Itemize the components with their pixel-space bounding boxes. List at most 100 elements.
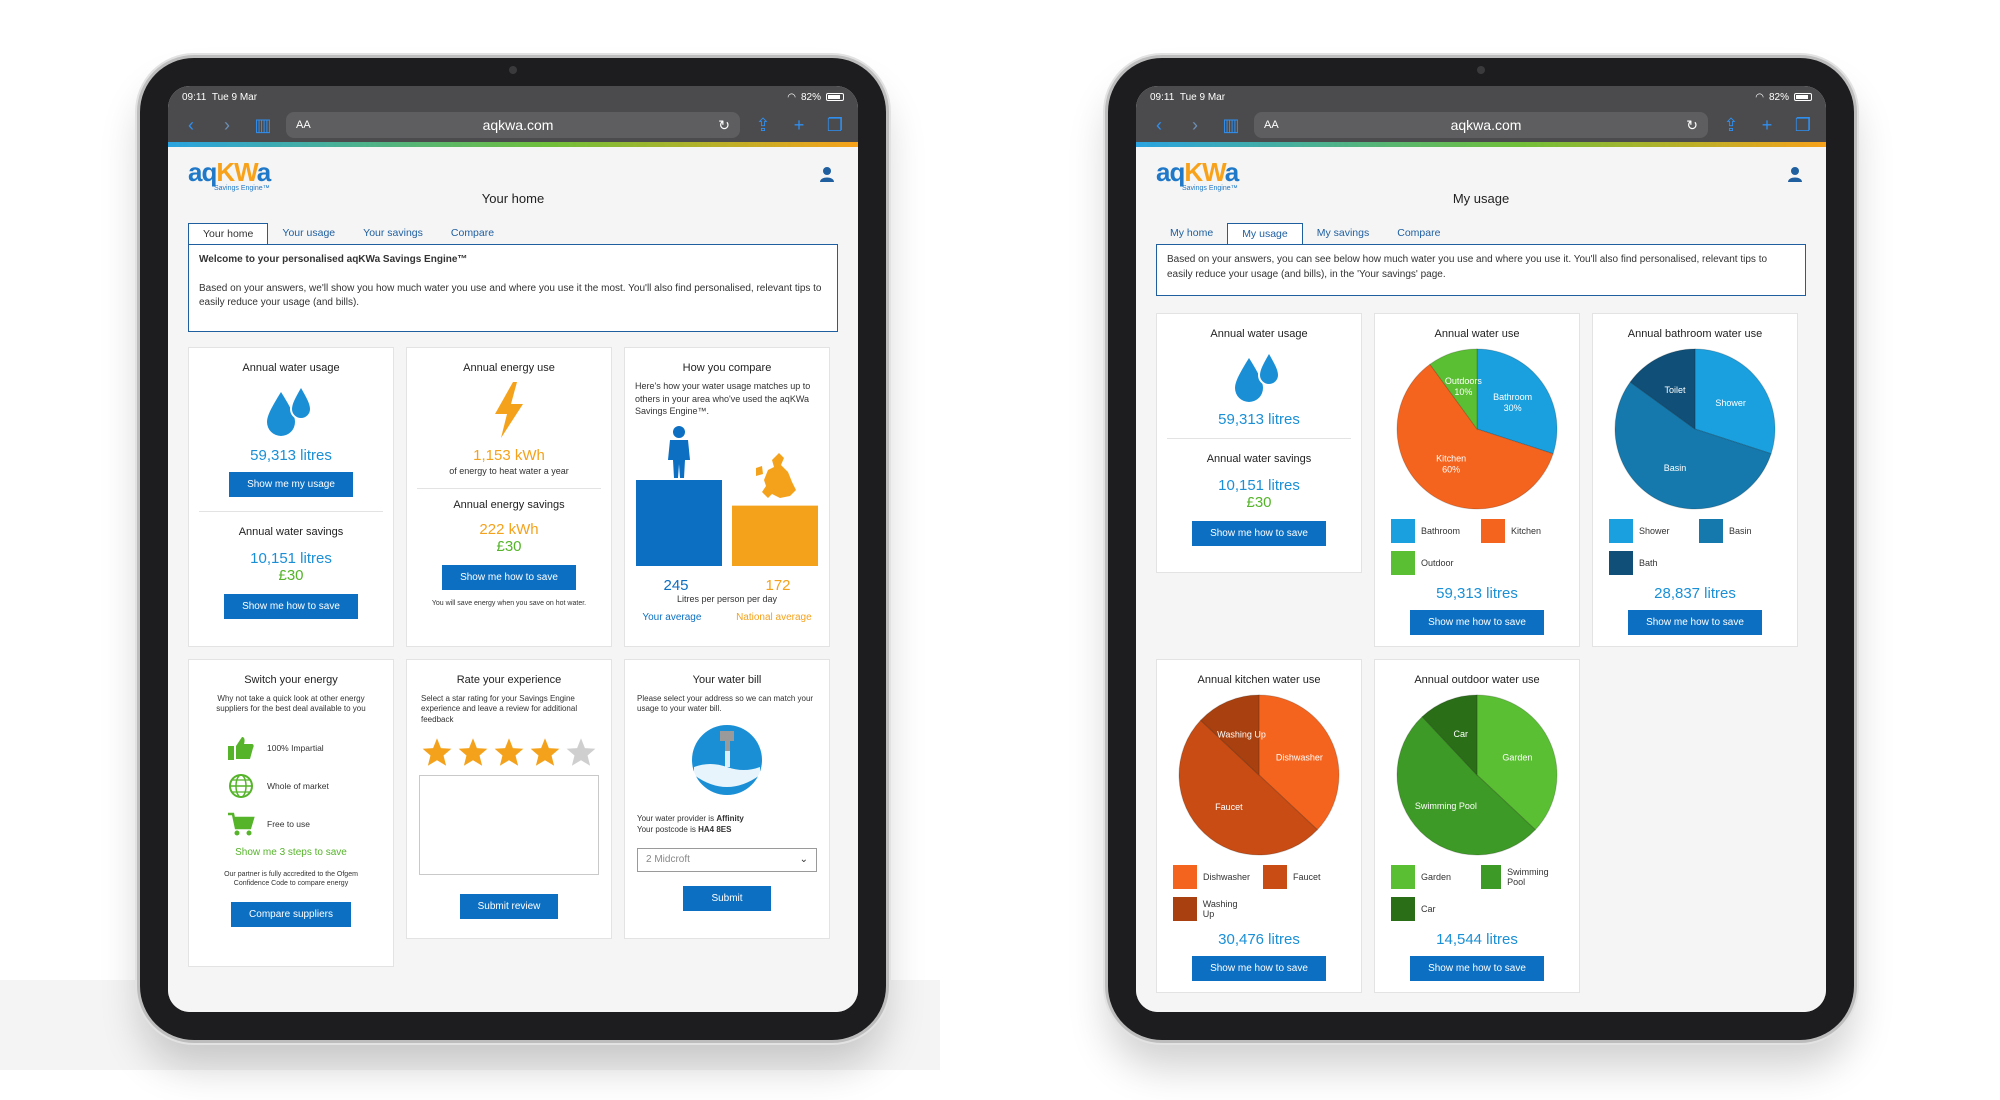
tabs-icon[interactable]: ❐ xyxy=(826,114,844,135)
tab-compare[interactable]: Compare xyxy=(450,227,495,239)
url-bar[interactable]: AA aqkwa.com ↻ xyxy=(1254,112,1708,138)
water-usage-value: 59,313 litres xyxy=(250,447,332,464)
legend-item: Kitchen xyxy=(1481,519,1559,543)
text-size-button[interactable]: AA xyxy=(1264,119,1279,131)
tab-my-home[interactable]: My home xyxy=(1170,227,1214,239)
bathroom-show-how-to-save-button[interactable]: Show me how to save xyxy=(1628,610,1762,635)
tab-your-usage[interactable]: Your usage xyxy=(282,227,336,239)
chart-total: 28,837 litres xyxy=(1654,585,1736,602)
feature-free: Free to use xyxy=(227,805,393,843)
water-drops-icon xyxy=(1235,350,1281,402)
battery-percent: 82% xyxy=(1768,91,1789,103)
new-tab-icon[interactable]: + xyxy=(793,114,805,135)
divider xyxy=(1167,438,1351,439)
star-1[interactable] xyxy=(421,737,453,767)
pie-label: Dishwasher xyxy=(1276,753,1323,763)
forward-icon[interactable]: › xyxy=(1192,114,1198,135)
status-bar: 09:11 Tue 9 Mar ◠ 82% xyxy=(1136,86,1826,108)
water-usage-card: Annual water usage 59,313 litres Show me… xyxy=(188,347,394,647)
divider xyxy=(199,511,383,512)
pie-slice-basin xyxy=(1614,381,1772,510)
kitchen-pie-chart: Dishwasher Faucet Washing Up xyxy=(1178,694,1340,856)
energy-show-how-to-save-button[interactable]: Show me how to save xyxy=(442,565,576,590)
feature-impartial: 100% Impartial xyxy=(227,729,393,767)
legend-label: Faucet xyxy=(1293,872,1321,882)
water-use-show-how-to-save-button[interactable]: Show me how to save xyxy=(1410,610,1544,635)
star-2[interactable] xyxy=(457,737,489,767)
compare-card: How you compare Here's how your water us… xyxy=(624,347,830,647)
pie-label: Car xyxy=(1454,729,1469,739)
submit-review-button[interactable]: Submit review xyxy=(459,894,559,920)
tab-your-home[interactable]: Your home xyxy=(188,223,269,245)
new-tab-icon[interactable]: + xyxy=(1761,114,1773,135)
show-3-steps-link[interactable]: Show me 3 steps to save xyxy=(235,846,347,858)
star-rating[interactable] xyxy=(407,737,611,767)
logo[interactable]: aqKWa Savings Engine™ xyxy=(1156,157,1239,192)
legend-item: Faucet xyxy=(1263,865,1341,889)
logo[interactable]: aqKWa Savings Engine™ xyxy=(188,157,271,192)
star-3[interactable] xyxy=(493,737,525,767)
user-icon[interactable] xyxy=(1786,165,1804,183)
legend-swatch xyxy=(1173,897,1197,921)
bathroom-chart-card: Annual bathroom water use Shower Basin Toi… xyxy=(1592,313,1798,647)
kitchen-show-how-to-save-button[interactable]: Show me how to save xyxy=(1192,956,1326,981)
pie-slice-dishwasher xyxy=(1258,694,1340,831)
legend-label: Outdoor xyxy=(1421,558,1454,568)
legend-swatch xyxy=(1609,551,1633,575)
cart-icon xyxy=(228,812,255,836)
reload-icon[interactable]: ↻ xyxy=(1686,116,1698,133)
water-show-how-to-save-button[interactable]: Show me how to save xyxy=(224,594,358,619)
bookmarks-icon[interactable]: ▥ xyxy=(1222,114,1240,135)
uk-map-icon xyxy=(756,452,796,498)
tab-my-savings[interactable]: My savings xyxy=(1316,227,1370,239)
tab-compare[interactable]: Compare xyxy=(1397,227,1441,239)
intro-body: Based on your answers, you can see below… xyxy=(1167,254,1768,280)
feature-whole-market: Whole of market xyxy=(227,767,393,805)
your-average-bar xyxy=(636,479,722,566)
intro-body: Based on your answers, we'll show you ho… xyxy=(199,282,822,309)
url-bar[interactable]: AA aqkwa.com ↻ xyxy=(286,112,740,138)
forward-icon[interactable]: › xyxy=(224,114,230,135)
bill-submit-button[interactable]: Submit xyxy=(683,885,771,911)
show-my-usage-button[interactable]: Show me my usage xyxy=(229,472,353,497)
pie-slice-kitchen xyxy=(1396,363,1554,510)
legend-item: Bathroom xyxy=(1391,519,1469,543)
share-icon[interactable]: ⇪ xyxy=(1723,114,1739,135)
pie-label: Basin xyxy=(1664,463,1687,473)
user-icon[interactable] xyxy=(818,165,836,183)
url-text: aqkwa.com xyxy=(1450,117,1522,133)
wifi-icon: ◠ xyxy=(1755,91,1764,103)
legend-swatch xyxy=(1263,865,1287,889)
tab-your-savings[interactable]: Your savings xyxy=(363,227,423,239)
summary-show-how-to-save-button[interactable]: Show me how to save xyxy=(1192,521,1326,546)
review-textarea[interactable] xyxy=(419,775,599,876)
water-use-legend: Bathroom Kitchen Outdoor xyxy=(1375,519,1579,575)
energy-caption: of energy to heat water a year xyxy=(449,466,569,476)
legend-item: Washing Up xyxy=(1173,897,1251,921)
water-savings-value: 10,151 litres xyxy=(250,550,332,567)
chart-title: Annual bathroom water use xyxy=(1627,328,1763,340)
pie-label: Faucet xyxy=(1215,802,1243,812)
address-select[interactable]: 2 Midcroft ⌄ xyxy=(637,847,817,872)
legend-item: Garden xyxy=(1391,865,1469,889)
back-icon[interactable]: ‹ xyxy=(1156,114,1162,135)
outdoor-show-how-to-save-button[interactable]: Show me how to save xyxy=(1410,956,1544,981)
star-4[interactable] xyxy=(529,737,561,767)
star-5[interactable] xyxy=(565,737,597,767)
compare-suppliers-button[interactable]: Compare suppliers xyxy=(231,901,351,927)
text-size-button[interactable]: AA xyxy=(296,119,311,131)
chart-title: Annual outdoor water use xyxy=(1414,674,1540,686)
legend-swatch xyxy=(1481,519,1505,543)
outdoor-chart-card: Annual outdoor water use Garden Swimming … xyxy=(1374,659,1580,993)
tab-my-usage[interactable]: My usage xyxy=(1227,223,1303,245)
legend-item: Basin xyxy=(1699,519,1777,543)
back-icon[interactable]: ‹ xyxy=(188,114,194,135)
share-icon[interactable]: ⇪ xyxy=(755,114,771,135)
reload-icon[interactable]: ↻ xyxy=(718,116,730,133)
pie-label: Outdoors xyxy=(1445,376,1483,386)
bookmarks-icon[interactable]: ▥ xyxy=(254,114,272,135)
tabs-icon[interactable]: ❐ xyxy=(1794,114,1812,135)
globe-icon xyxy=(229,773,253,798)
legend-item: Shower xyxy=(1609,519,1687,543)
legend-item: Outdoor xyxy=(1391,551,1469,575)
